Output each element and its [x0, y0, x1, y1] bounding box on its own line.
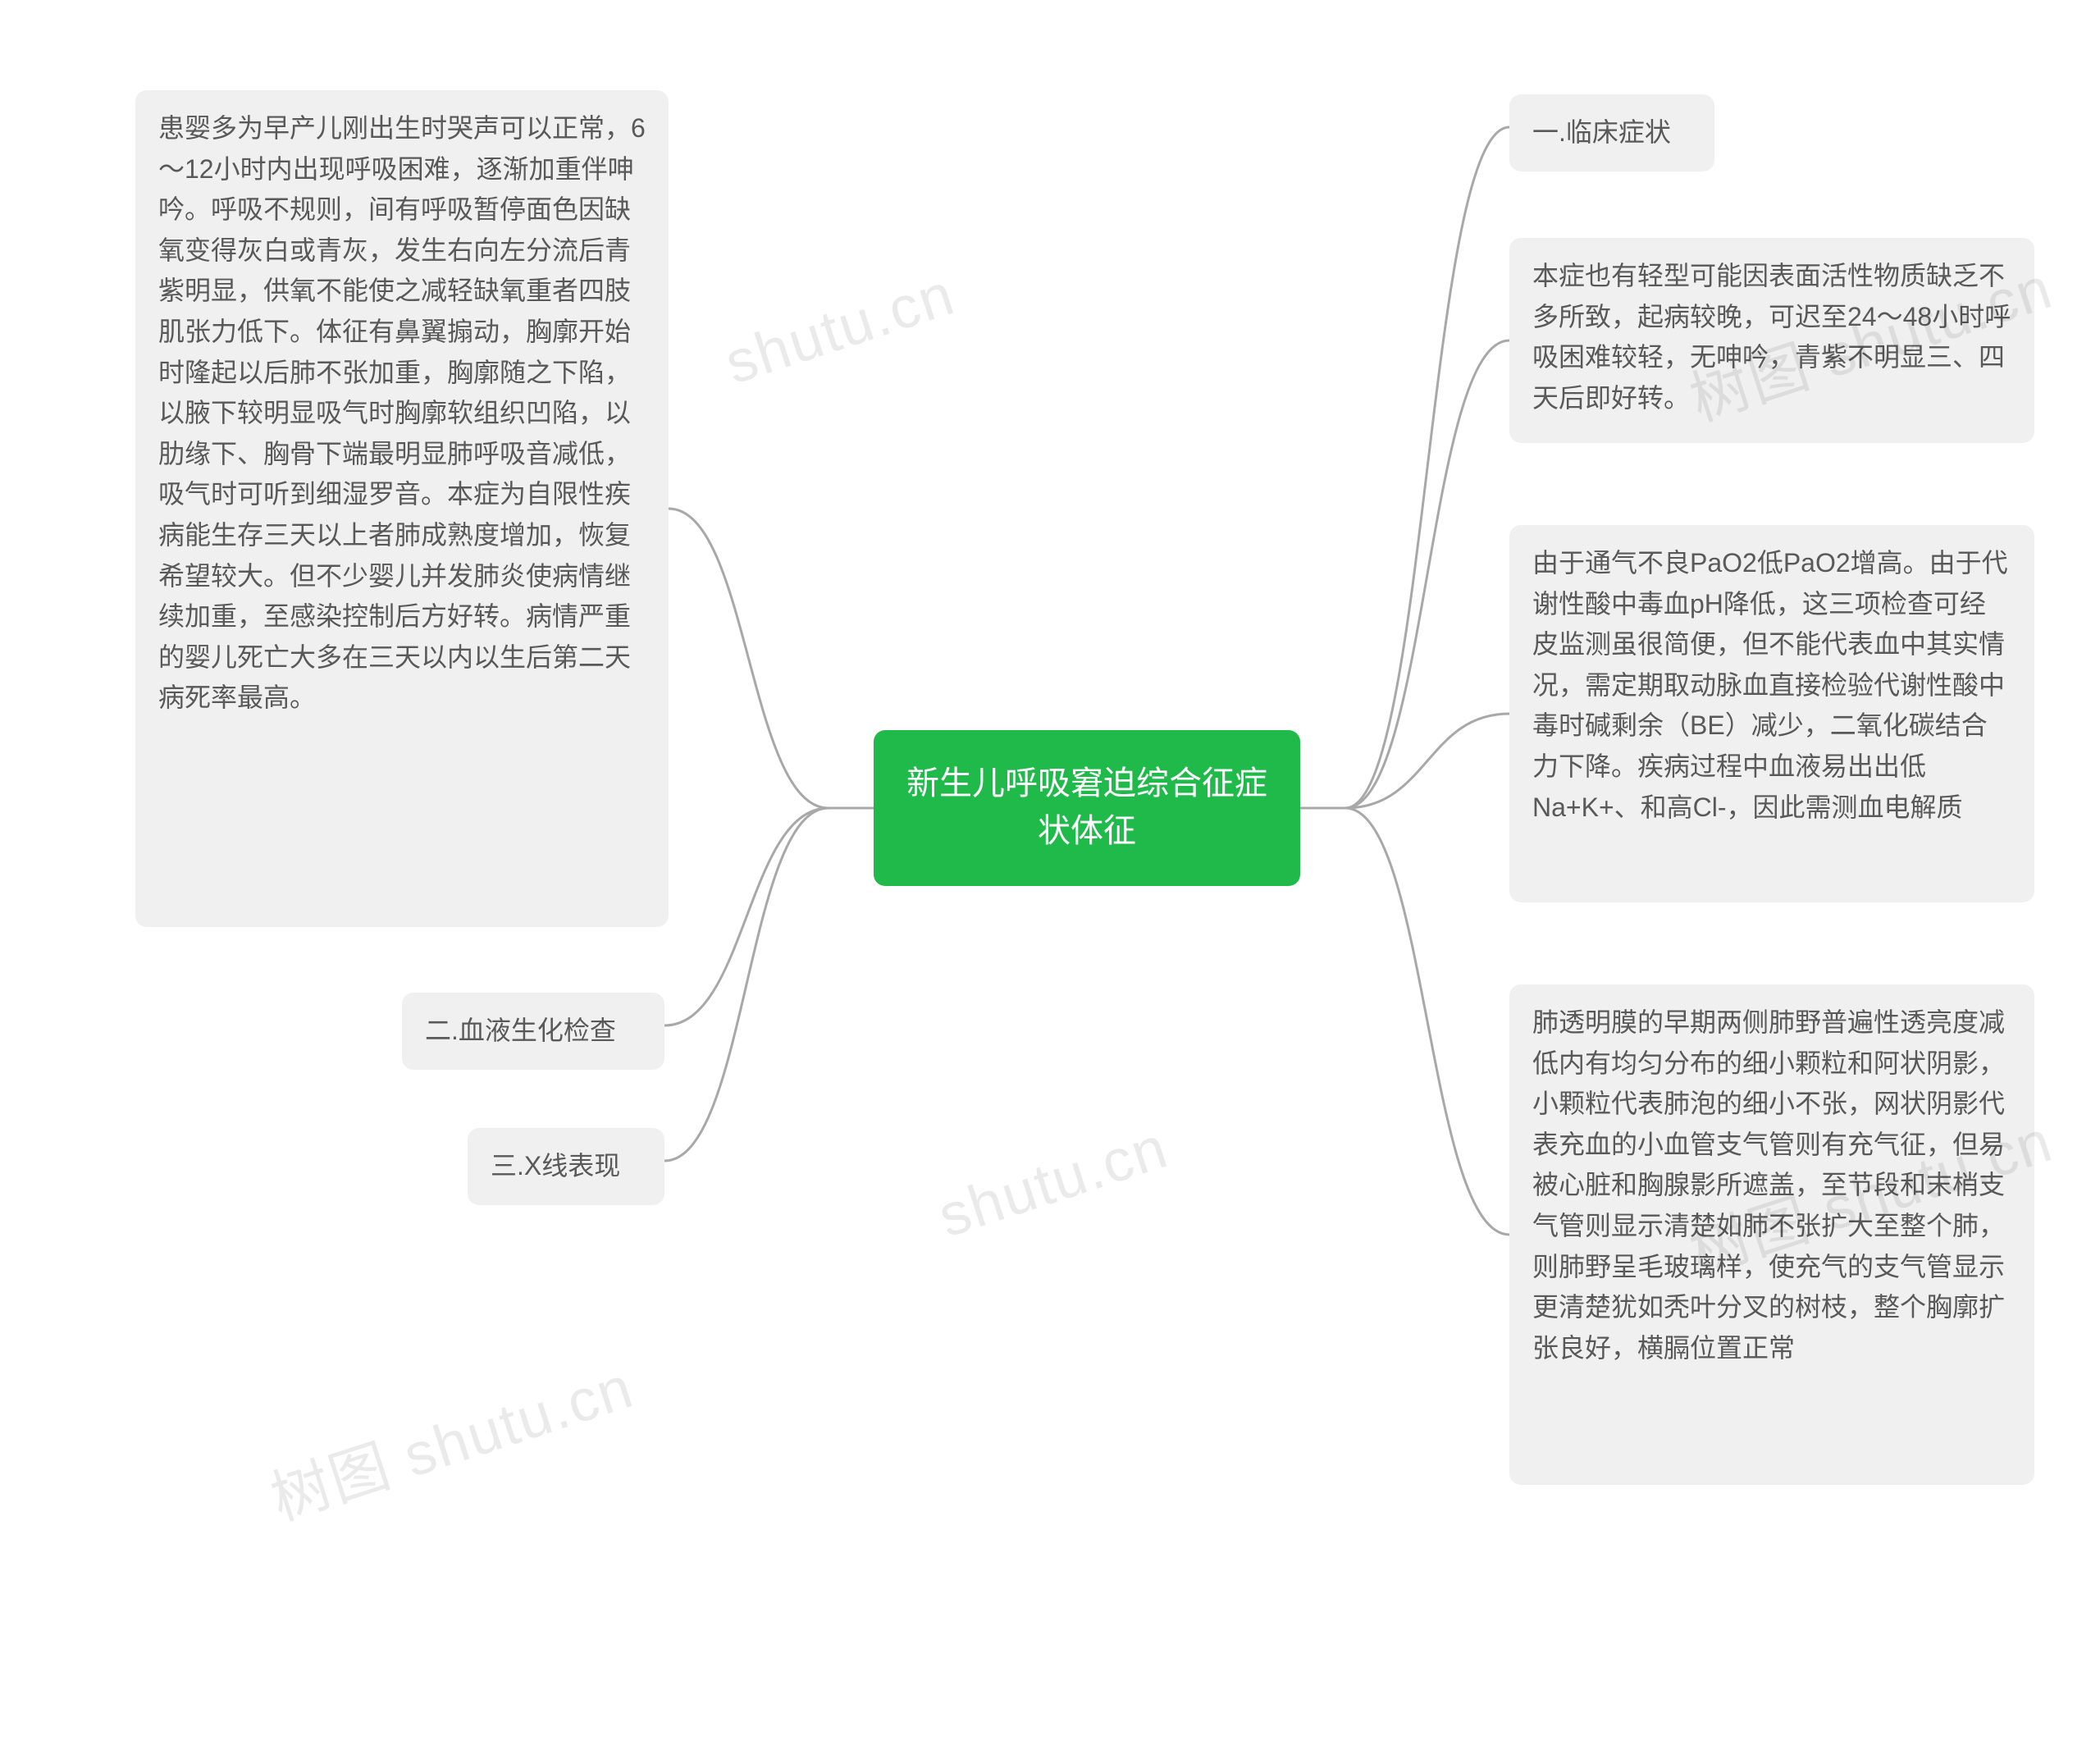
- left-detail-text: 患婴多为早产儿刚出生时哭声可以正常，6～12小时内出现呼吸困难，逐渐加重伴呻吟。…: [158, 113, 646, 712]
- right-section-1: 一.临床症状: [1509, 94, 1714, 171]
- left-section-2-text: 二.血液生化检查: [425, 1016, 616, 1045]
- right-detail-2: 本症也有轻型可能因表面活性物质缺乏不多所致，起病较晚，可迟至24～48小时呼吸困…: [1509, 238, 2034, 443]
- right-detail-2-text: 本症也有轻型可能因表面活性物质缺乏不多所致，起病较晚，可迟至24～48小时呼吸困…: [1532, 261, 2011, 413]
- watermark: 树图 shutu.cn: [258, 1339, 642, 1537]
- right-detail-4: 肺透明膜的早期两侧肺野普遍性透亮度减低内有均匀分布的细小颗粒和阿状阴影，小颗粒代…: [1509, 984, 2034, 1485]
- left-section-3-text: 三.X线表现: [491, 1151, 620, 1181]
- left-section-2: 二.血液生化检查: [402, 993, 664, 1070]
- left-detail-node: 患婴多为早产儿刚出生时哭声可以正常，6～12小时内出现呼吸困难，逐渐加重伴呻吟。…: [135, 90, 669, 927]
- center-line1: 新生儿呼吸窘迫综合征症: [906, 765, 1267, 801]
- right-detail-4-text: 肺透明膜的早期两侧肺野普遍性透亮度减低内有均匀分布的细小颗粒和阿状阴影，小颗粒代…: [1532, 1007, 2005, 1363]
- right-detail-3: 由于通气不良PaO2低PaO2增高。由于代谢性酸中毒血pH降低，这三项检查可经皮…: [1509, 525, 2034, 902]
- left-section-3: 三.X线表现: [468, 1128, 664, 1205]
- right-detail-3-text: 由于通气不良PaO2低PaO2增高。由于代谢性酸中毒血pH降低，这三项检查可经皮…: [1532, 548, 2008, 822]
- mindmap-canvas: 新生儿呼吸窘迫综合征症 状体征 患婴多为早产儿刚出生时哭声可以正常，6～12小时…: [0, 0, 2100, 1740]
- watermark: shutu.cn: [717, 260, 962, 397]
- center-line2: 状体征: [1038, 813, 1136, 849]
- watermark: shutu.cn: [930, 1113, 1176, 1250]
- center-node: 新生儿呼吸窘迫综合征症 状体征: [874, 730, 1300, 886]
- right-section-1-text: 一.临床症状: [1532, 117, 1671, 147]
